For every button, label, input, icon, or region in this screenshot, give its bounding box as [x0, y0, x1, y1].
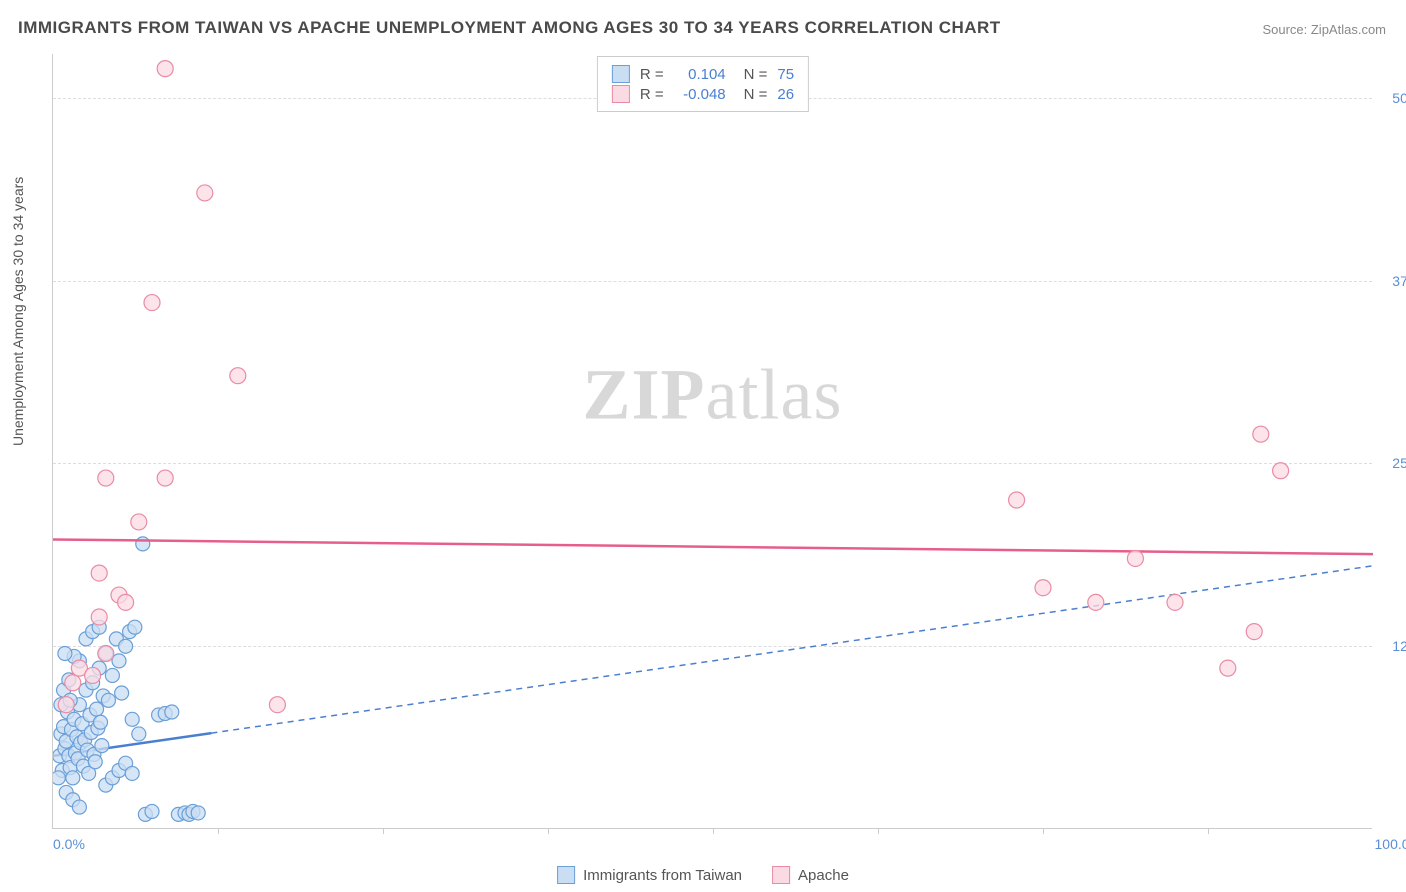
y-tick-label: 37.5% [1392, 273, 1406, 289]
data-point [98, 470, 114, 486]
data-point [1088, 594, 1104, 610]
trend-line-dashed [211, 566, 1373, 733]
n-label: N = [744, 86, 768, 103]
data-point [145, 804, 159, 818]
trend-line-solid [53, 539, 1373, 554]
data-point [58, 697, 74, 713]
legend-item-apache: Apache [772, 866, 849, 884]
legend-label-taiwan: Immigrants from Taiwan [583, 867, 742, 884]
r-value-taiwan: 0.104 [674, 66, 726, 83]
data-point [119, 639, 133, 653]
data-point [72, 800, 86, 814]
legend-row-apache: R = -0.048 N = 26 [612, 85, 794, 103]
x-tick-label-min: 0.0% [53, 836, 85, 852]
legend-label-apache: Apache [798, 867, 849, 884]
data-point [98, 646, 114, 662]
data-point [88, 755, 102, 769]
r-label: R = [640, 66, 664, 83]
y-tick-label: 12.5% [1392, 638, 1406, 654]
r-value-apache: -0.048 [674, 86, 726, 103]
legend-series: Immigrants from Taiwan Apache [557, 866, 849, 884]
source-text: Source: ZipAtlas.com [1262, 22, 1386, 37]
y-axis-title: Unemployment Among Ages 30 to 34 years [10, 177, 26, 446]
data-point [118, 594, 134, 610]
legend-row-taiwan: R = 0.104 N = 75 [612, 65, 794, 83]
chart-title: IMMIGRANTS FROM TAIWAN VS APACHE UNEMPLO… [18, 18, 1001, 38]
data-point [1253, 426, 1269, 442]
data-point [197, 185, 213, 201]
data-point [191, 806, 205, 820]
data-point [125, 766, 139, 780]
data-point [230, 368, 246, 384]
data-point [112, 654, 126, 668]
data-point [132, 727, 146, 741]
data-point [94, 715, 108, 729]
swatch-apache [612, 85, 630, 103]
data-point [128, 620, 142, 634]
data-point [131, 514, 147, 530]
chart-area: ZIPatlas 12.5%25.0%37.5%50.0%0.0%100.0% [52, 54, 1372, 829]
data-point [91, 609, 107, 625]
data-point [101, 693, 115, 707]
data-point [105, 668, 119, 682]
data-point [165, 705, 179, 719]
data-point [157, 61, 173, 77]
data-point [157, 470, 173, 486]
data-point [1273, 463, 1289, 479]
scatter-plot-svg [53, 54, 1373, 829]
data-point [58, 647, 72, 661]
data-point [1220, 660, 1236, 676]
n-label: N = [744, 66, 768, 83]
swatch-taiwan [612, 65, 630, 83]
data-point [85, 667, 101, 683]
x-tick-label-max: 100.0% [1375, 836, 1406, 852]
legend-item-taiwan: Immigrants from Taiwan [557, 866, 742, 884]
data-point [91, 565, 107, 581]
y-tick-label: 50.0% [1392, 90, 1406, 106]
data-point [136, 537, 150, 551]
data-point [1167, 594, 1183, 610]
n-value-taiwan: 75 [777, 66, 794, 83]
data-point [65, 675, 81, 691]
data-point [1035, 580, 1051, 596]
swatch-taiwan [557, 866, 575, 884]
legend-correlation: R = 0.104 N = 75 R = -0.048 N = 26 [597, 56, 809, 112]
data-point [53, 771, 65, 785]
data-point [66, 771, 80, 785]
data-point [269, 697, 285, 713]
data-point [115, 686, 129, 700]
data-point [144, 295, 160, 311]
swatch-apache [772, 866, 790, 884]
data-point [90, 702, 104, 716]
data-point [125, 712, 139, 726]
data-point [95, 739, 109, 753]
n-value-apache: 26 [777, 86, 794, 103]
y-tick-label: 25.0% [1392, 455, 1406, 471]
data-point [1009, 492, 1025, 508]
r-label: R = [640, 86, 664, 103]
data-point [1246, 624, 1262, 640]
data-point [1127, 550, 1143, 566]
